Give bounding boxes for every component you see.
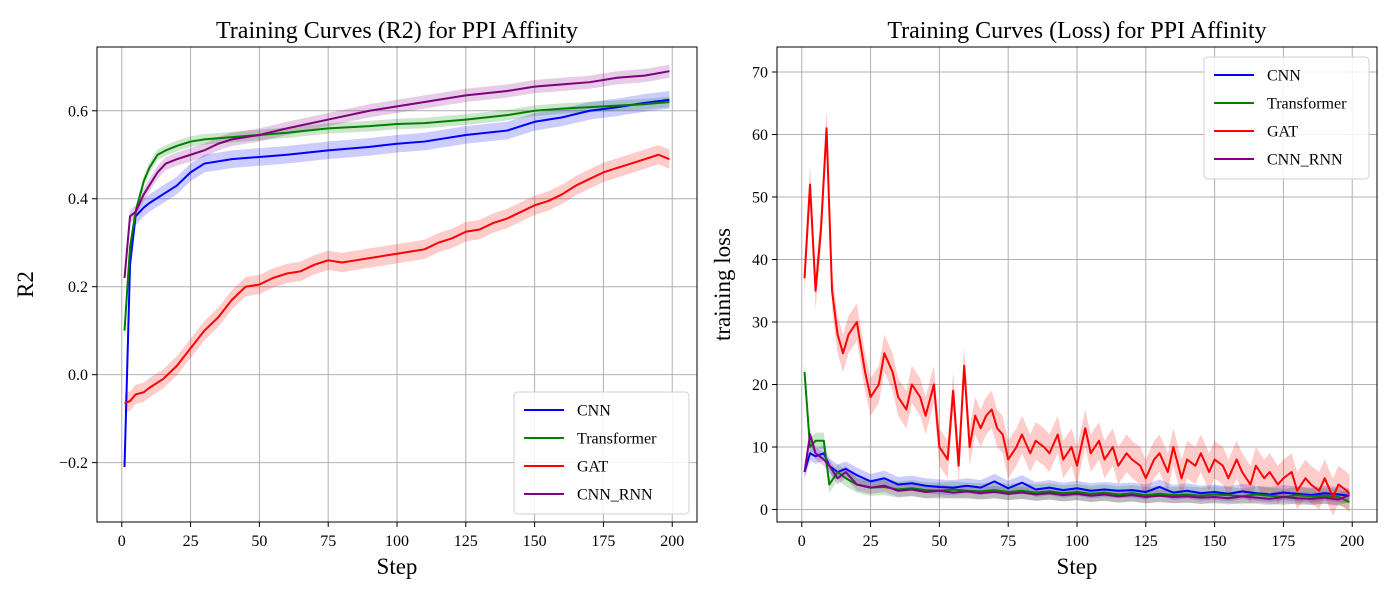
r2-chart: 0 25 50 75 100 125 150 175 200 −0.20.00.20.40.6 … xyxy=(13,18,698,579)
r2-x-tick-label: 0 xyxy=(118,533,126,550)
loss-y-ticks: 0 10 20 30 40 50 60 70 xyxy=(752,65,777,519)
loss-legend-label: CNN xyxy=(1267,68,1301,85)
loss-x-tick-label: 25 xyxy=(863,533,879,550)
loss-x-tick-label: 75 xyxy=(1000,533,1016,550)
loss-x-tick-label: 150 xyxy=(1203,533,1227,550)
loss-y-tick-label: 60 xyxy=(752,127,768,144)
loss-x-tick-label: 0 xyxy=(798,533,806,550)
loss-series-cnn_rnn xyxy=(803,433,1350,501)
loss-x-ticks: 0 25 50 75 100 125 150 175 200 xyxy=(798,522,1364,550)
loss-band-cnn xyxy=(804,445,1350,504)
r2-x-tick-label: 75 xyxy=(320,533,336,550)
r2-series-gat xyxy=(124,153,670,405)
r2-x-tick-label: 200 xyxy=(660,533,684,550)
loss-y-tick-label: 20 xyxy=(752,377,768,394)
r2-lines xyxy=(123,70,670,468)
loss-x-tick-label: 125 xyxy=(1134,533,1158,550)
r2-x-ticks: 0 25 50 75 100 125 150 175 200 xyxy=(118,522,684,550)
loss-y-axis-label: training loss xyxy=(710,228,735,341)
r2-y-tick-label: −0.2 xyxy=(59,455,88,472)
r2-y-tick-label: 0.2 xyxy=(68,279,88,296)
loss-x-tick-label: 100 xyxy=(1065,533,1089,550)
r2-x-tick-label: 125 xyxy=(454,533,478,550)
r2-bands xyxy=(124,64,670,476)
loss-y-tick-label: 30 xyxy=(752,315,768,332)
r2-y-tick-label: 0.0 xyxy=(68,367,88,384)
r2-y-tick-label: 0.4 xyxy=(68,191,88,208)
loss-x-axis-label: Step xyxy=(1057,554,1098,579)
loss-band-gat xyxy=(804,109,1350,516)
loss-legend-label: CNN_RNN xyxy=(1267,152,1343,169)
r2-x-tick-label: 175 xyxy=(591,533,615,550)
r2-legend-label: CNN xyxy=(577,403,611,420)
loss-series-cnn xyxy=(803,452,1350,497)
r2-legend: CNN Transformer GAT CNN_RNN xyxy=(513,391,690,515)
r2-series-cnn_rnn xyxy=(123,70,670,278)
r2-legend-label: GAT xyxy=(577,459,608,476)
r2-y-ticks: −0.2 0.0 0.2 0.4 0.6 xyxy=(59,103,97,472)
loss-legend-label: GAT xyxy=(1267,124,1298,141)
r2-band-cnn_rnn xyxy=(124,64,670,285)
loss-chart-title: Training Curves (Loss) for PPI Affinity xyxy=(887,18,1266,44)
r2-legend-label: Transformer xyxy=(577,431,657,448)
loss-series-gat xyxy=(803,127,1351,498)
r2-legend-label: CNN_RNN xyxy=(577,487,653,504)
r2-x-axis-label: Step xyxy=(377,554,418,579)
loss-chart: 0 25 50 75 100 125 150 175 200 0 10 20 30 40 50 60 70 T… xyxy=(710,18,1378,579)
r2-legend-box xyxy=(513,391,690,515)
r2-y-tick-label: 0.6 xyxy=(68,103,88,120)
r2-series-transformer xyxy=(123,100,670,331)
loss-x-tick-label: 175 xyxy=(1271,533,1295,550)
loss-y-tick-label: 40 xyxy=(752,252,768,269)
r2-chart-title: Training Curves (R2) for PPI Affinity xyxy=(216,18,578,44)
loss-x-tick-label: 200 xyxy=(1340,533,1364,550)
r2-x-tick-label: 25 xyxy=(183,533,199,550)
loss-y-tick-label: 50 xyxy=(752,190,768,207)
loss-y-tick-label: 10 xyxy=(752,440,768,457)
loss-legend-label: Transformer xyxy=(1267,96,1347,113)
loss-legend-box xyxy=(1203,56,1370,180)
loss-grid xyxy=(777,47,1377,522)
loss-y-tick-label: 70 xyxy=(752,65,768,82)
r2-series-cnn xyxy=(123,98,670,468)
r2-x-tick-label: 150 xyxy=(523,533,547,550)
loss-x-tick-label: 50 xyxy=(931,533,947,550)
loss-lines xyxy=(803,127,1351,503)
r2-x-tick-label: 50 xyxy=(251,533,267,550)
loss-legend: CNN Transformer GAT CNN_RNN xyxy=(1203,56,1370,180)
r2-x-tick-label: 100 xyxy=(385,533,409,550)
r2-band-gat xyxy=(124,145,670,413)
r2-y-axis-label: R2 xyxy=(13,271,38,298)
loss-y-tick-label: 0 xyxy=(760,502,768,519)
